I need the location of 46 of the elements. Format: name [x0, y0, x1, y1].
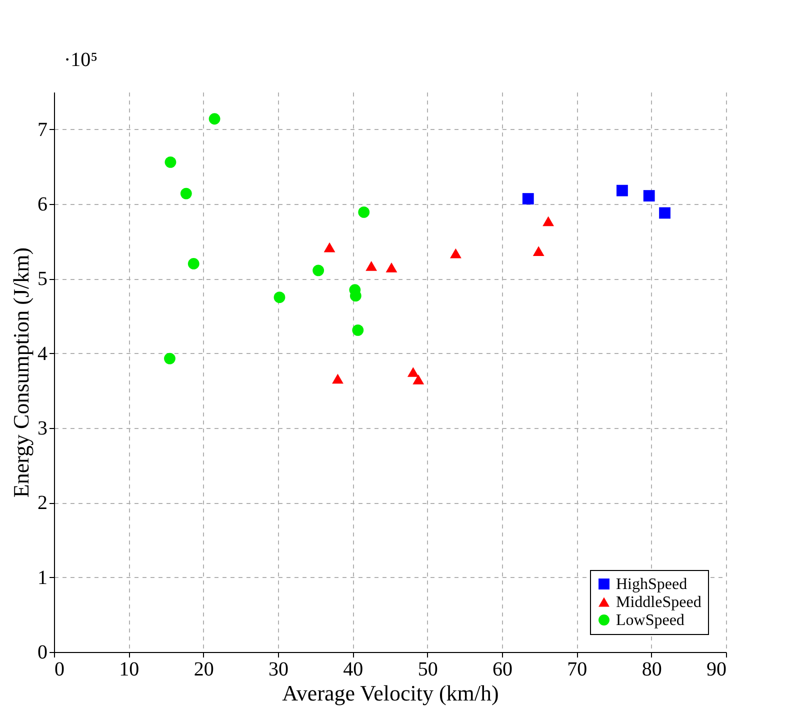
point	[164, 352, 176, 364]
point	[407, 367, 419, 377]
point	[659, 207, 670, 219]
x-tick-label: 70	[567, 658, 588, 680]
point	[180, 188, 192, 200]
text: ·10⁵	[64, 49, 98, 71]
point	[450, 248, 462, 258]
x-tick-label: 60	[492, 658, 512, 680]
point	[358, 206, 370, 218]
point	[164, 156, 176, 168]
legend-label: HighSpeed	[616, 576, 688, 593]
point	[386, 262, 398, 272]
x-tick-label: 90	[706, 658, 726, 680]
point	[542, 216, 554, 226]
point	[412, 374, 424, 384]
legend-label: LowSpeed	[616, 612, 684, 629]
point	[188, 258, 200, 270]
y-tick-label: 5	[38, 268, 48, 290]
y-tick-label: 7	[38, 118, 48, 141]
y-tick-label: 6	[38, 194, 48, 216]
point	[332, 374, 344, 384]
x-tick-label: 40	[343, 658, 364, 680]
point	[522, 193, 534, 204]
point	[643, 190, 655, 202]
point	[324, 242, 336, 252]
y-tick-label: 2	[38, 492, 48, 514]
point	[366, 261, 378, 271]
x-tick-label: 0	[54, 658, 64, 680]
x-tick-label: 50	[418, 658, 438, 680]
legend-label: MiddleSpeed	[616, 594, 702, 611]
point	[532, 246, 544, 256]
y-tick-label: 4	[38, 342, 48, 365]
point	[312, 264, 324, 276]
y-tick-label: 3	[38, 418, 48, 440]
x-tick-label: 20	[194, 658, 214, 680]
y-axis-title: Energy Consumption (J/km)	[8, 247, 34, 498]
x-tick-label: 30	[268, 658, 288, 680]
x-tick-label: 10	[119, 658, 140, 680]
point	[274, 292, 286, 304]
point	[616, 184, 628, 196]
y-tick-label: 1	[38, 566, 48, 589]
y-tick-label: 0	[38, 642, 48, 664]
point	[352, 324, 364, 336]
x-tick-label: 80	[642, 658, 662, 680]
x-axis-title: Average Velocity (km/h)	[282, 680, 499, 706]
point	[208, 113, 220, 125]
